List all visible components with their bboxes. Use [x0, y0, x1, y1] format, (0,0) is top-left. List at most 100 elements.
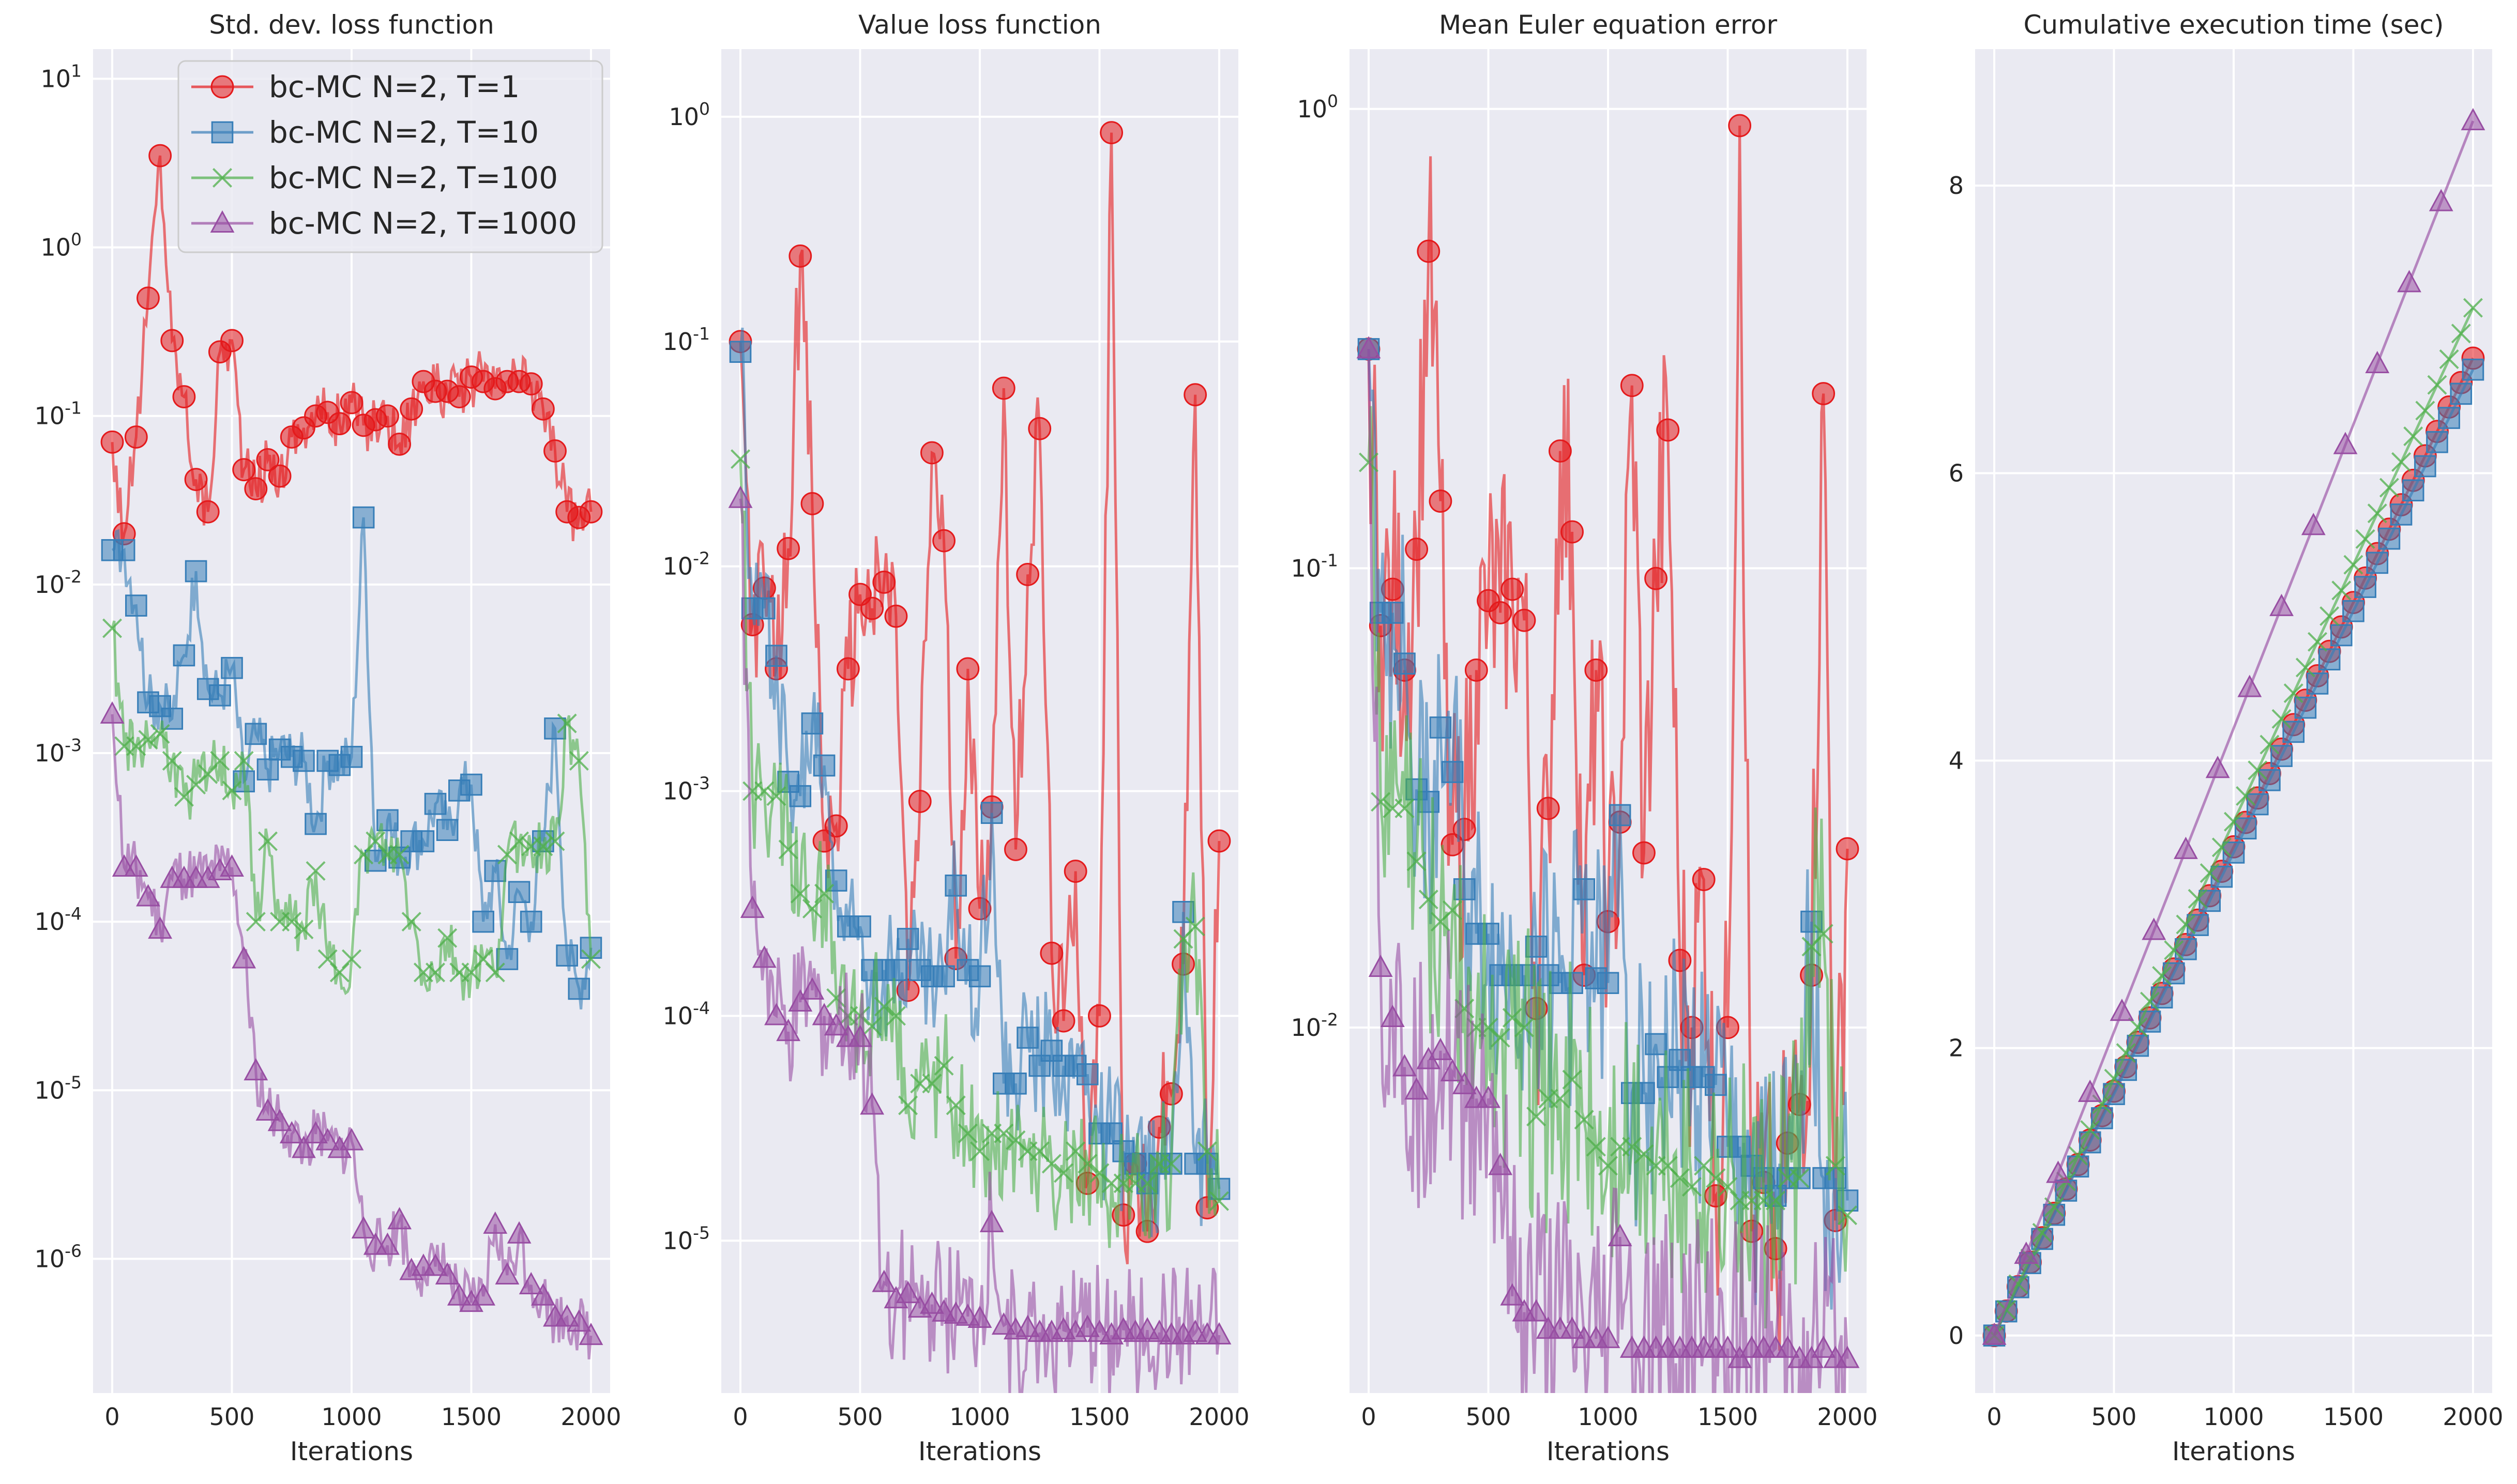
data-point — [1207, 1322, 1232, 1344]
panel-4: 0 500 1000 1500 2000 0 2 4 6 8 Cumulative executio… — [1949, 10, 2504, 1466]
data-point — [2391, 452, 2412, 472]
data-point — [1996, 1300, 2016, 1320]
data-point — [789, 244, 812, 268]
data-point — [1075, 1314, 1100, 1337]
data-point — [2379, 478, 2399, 498]
data-point — [148, 916, 173, 939]
data-point — [246, 912, 266, 932]
data-point — [2205, 756, 2230, 778]
data-point — [1197, 1141, 1217, 1161]
data-point — [232, 458, 256, 482]
data-point — [1536, 797, 1560, 820]
data-point — [1790, 1168, 1810, 1188]
data-point — [1645, 1033, 1667, 1055]
data-point — [729, 341, 752, 363]
data-point — [754, 781, 775, 801]
data-point — [483, 1211, 508, 1234]
data-point — [2078, 1079, 2102, 1102]
data-point — [2104, 1068, 2124, 1089]
data-point — [1560, 520, 1584, 544]
data-point — [2301, 513, 2326, 536]
data-point — [531, 397, 555, 421]
data-point — [968, 965, 991, 988]
data-point — [508, 881, 530, 904]
data-point — [1392, 1054, 1417, 1077]
data-point — [2402, 479, 2424, 501]
data-point — [1728, 1136, 1751, 1158]
data-point — [220, 854, 244, 877]
x-tick-label: 2000 — [560, 1403, 621, 1431]
data-point — [934, 1055, 954, 1076]
data-point — [2164, 940, 2184, 960]
data-point — [945, 874, 967, 897]
data-point — [1100, 121, 1124, 145]
data-point — [150, 724, 170, 744]
x-tick-label: 1500 — [2323, 1403, 2384, 1431]
x-tick-label: 1000 — [949, 1403, 1010, 1431]
data-point — [884, 604, 908, 628]
data-point — [186, 775, 206, 795]
y-tick-label: 10-2 — [663, 548, 710, 580]
data-point — [136, 884, 160, 907]
data-point — [2200, 863, 2220, 883]
y-tick-label: 6 — [1949, 459, 1964, 487]
data-point — [789, 785, 812, 807]
legend-marker-square — [211, 121, 234, 144]
data-point — [814, 883, 835, 904]
data-point — [436, 819, 459, 842]
data-point — [306, 861, 326, 881]
data-point — [2295, 657, 2315, 678]
data-point — [1371, 792, 1391, 812]
series-triangle — [1356, 336, 1860, 1393]
data-point — [2403, 426, 2423, 447]
data-point — [232, 946, 256, 969]
data-point — [802, 898, 822, 919]
data-point — [979, 1210, 1004, 1232]
x-axis-label: Iterations — [2172, 1436, 2295, 1466]
data-point — [1005, 1072, 1027, 1095]
data-point — [1574, 1110, 1594, 1130]
panel-title: Cumulative execution time (sec) — [2024, 10, 2444, 40]
data-point — [2294, 696, 2317, 719]
data-point — [315, 1128, 340, 1151]
data-point — [519, 1272, 543, 1294]
data-point — [2333, 432, 2358, 454]
data-point — [1837, 1205, 1857, 1226]
y-tick-label: 10-4 — [663, 998, 710, 1030]
y-tick-label: 100 — [40, 230, 82, 262]
data-point — [1404, 1077, 1429, 1100]
data-point — [2270, 745, 2293, 767]
data-point — [1429, 716, 1452, 739]
data-point — [1429, 489, 1452, 513]
y-tick-label: 10-1 — [663, 324, 710, 356]
x-tick-label: 0 — [1987, 1403, 2002, 1431]
data-point — [339, 1128, 364, 1151]
data-point — [2248, 760, 2268, 781]
data-point — [569, 751, 589, 771]
data-point — [245, 723, 267, 745]
data-point — [1185, 916, 1205, 937]
data-point — [1440, 1059, 1465, 1081]
data-point — [581, 949, 601, 969]
data-point — [2397, 270, 2421, 293]
data-point — [801, 712, 824, 735]
data-point — [800, 977, 825, 1000]
data-point — [1502, 1008, 1522, 1028]
data-point — [919, 1291, 944, 1314]
data-point — [282, 912, 302, 932]
data-point — [2269, 593, 2294, 616]
data-point — [520, 910, 542, 933]
data-point — [790, 883, 810, 904]
data-point — [2330, 624, 2353, 647]
data-point — [126, 736, 146, 756]
y-tick-label: 10-4 — [35, 904, 82, 936]
data-point — [221, 656, 243, 679]
data-point — [1359, 452, 1379, 472]
data-point — [824, 1013, 848, 1036]
x-tick-label: 0 — [733, 1403, 748, 1431]
data-point — [2127, 1034, 2149, 1057]
data-point — [1017, 1027, 1039, 1049]
x-tick-label: 1500 — [441, 1403, 502, 1431]
data-point — [1596, 1325, 1620, 1349]
data-point — [920, 441, 944, 465]
